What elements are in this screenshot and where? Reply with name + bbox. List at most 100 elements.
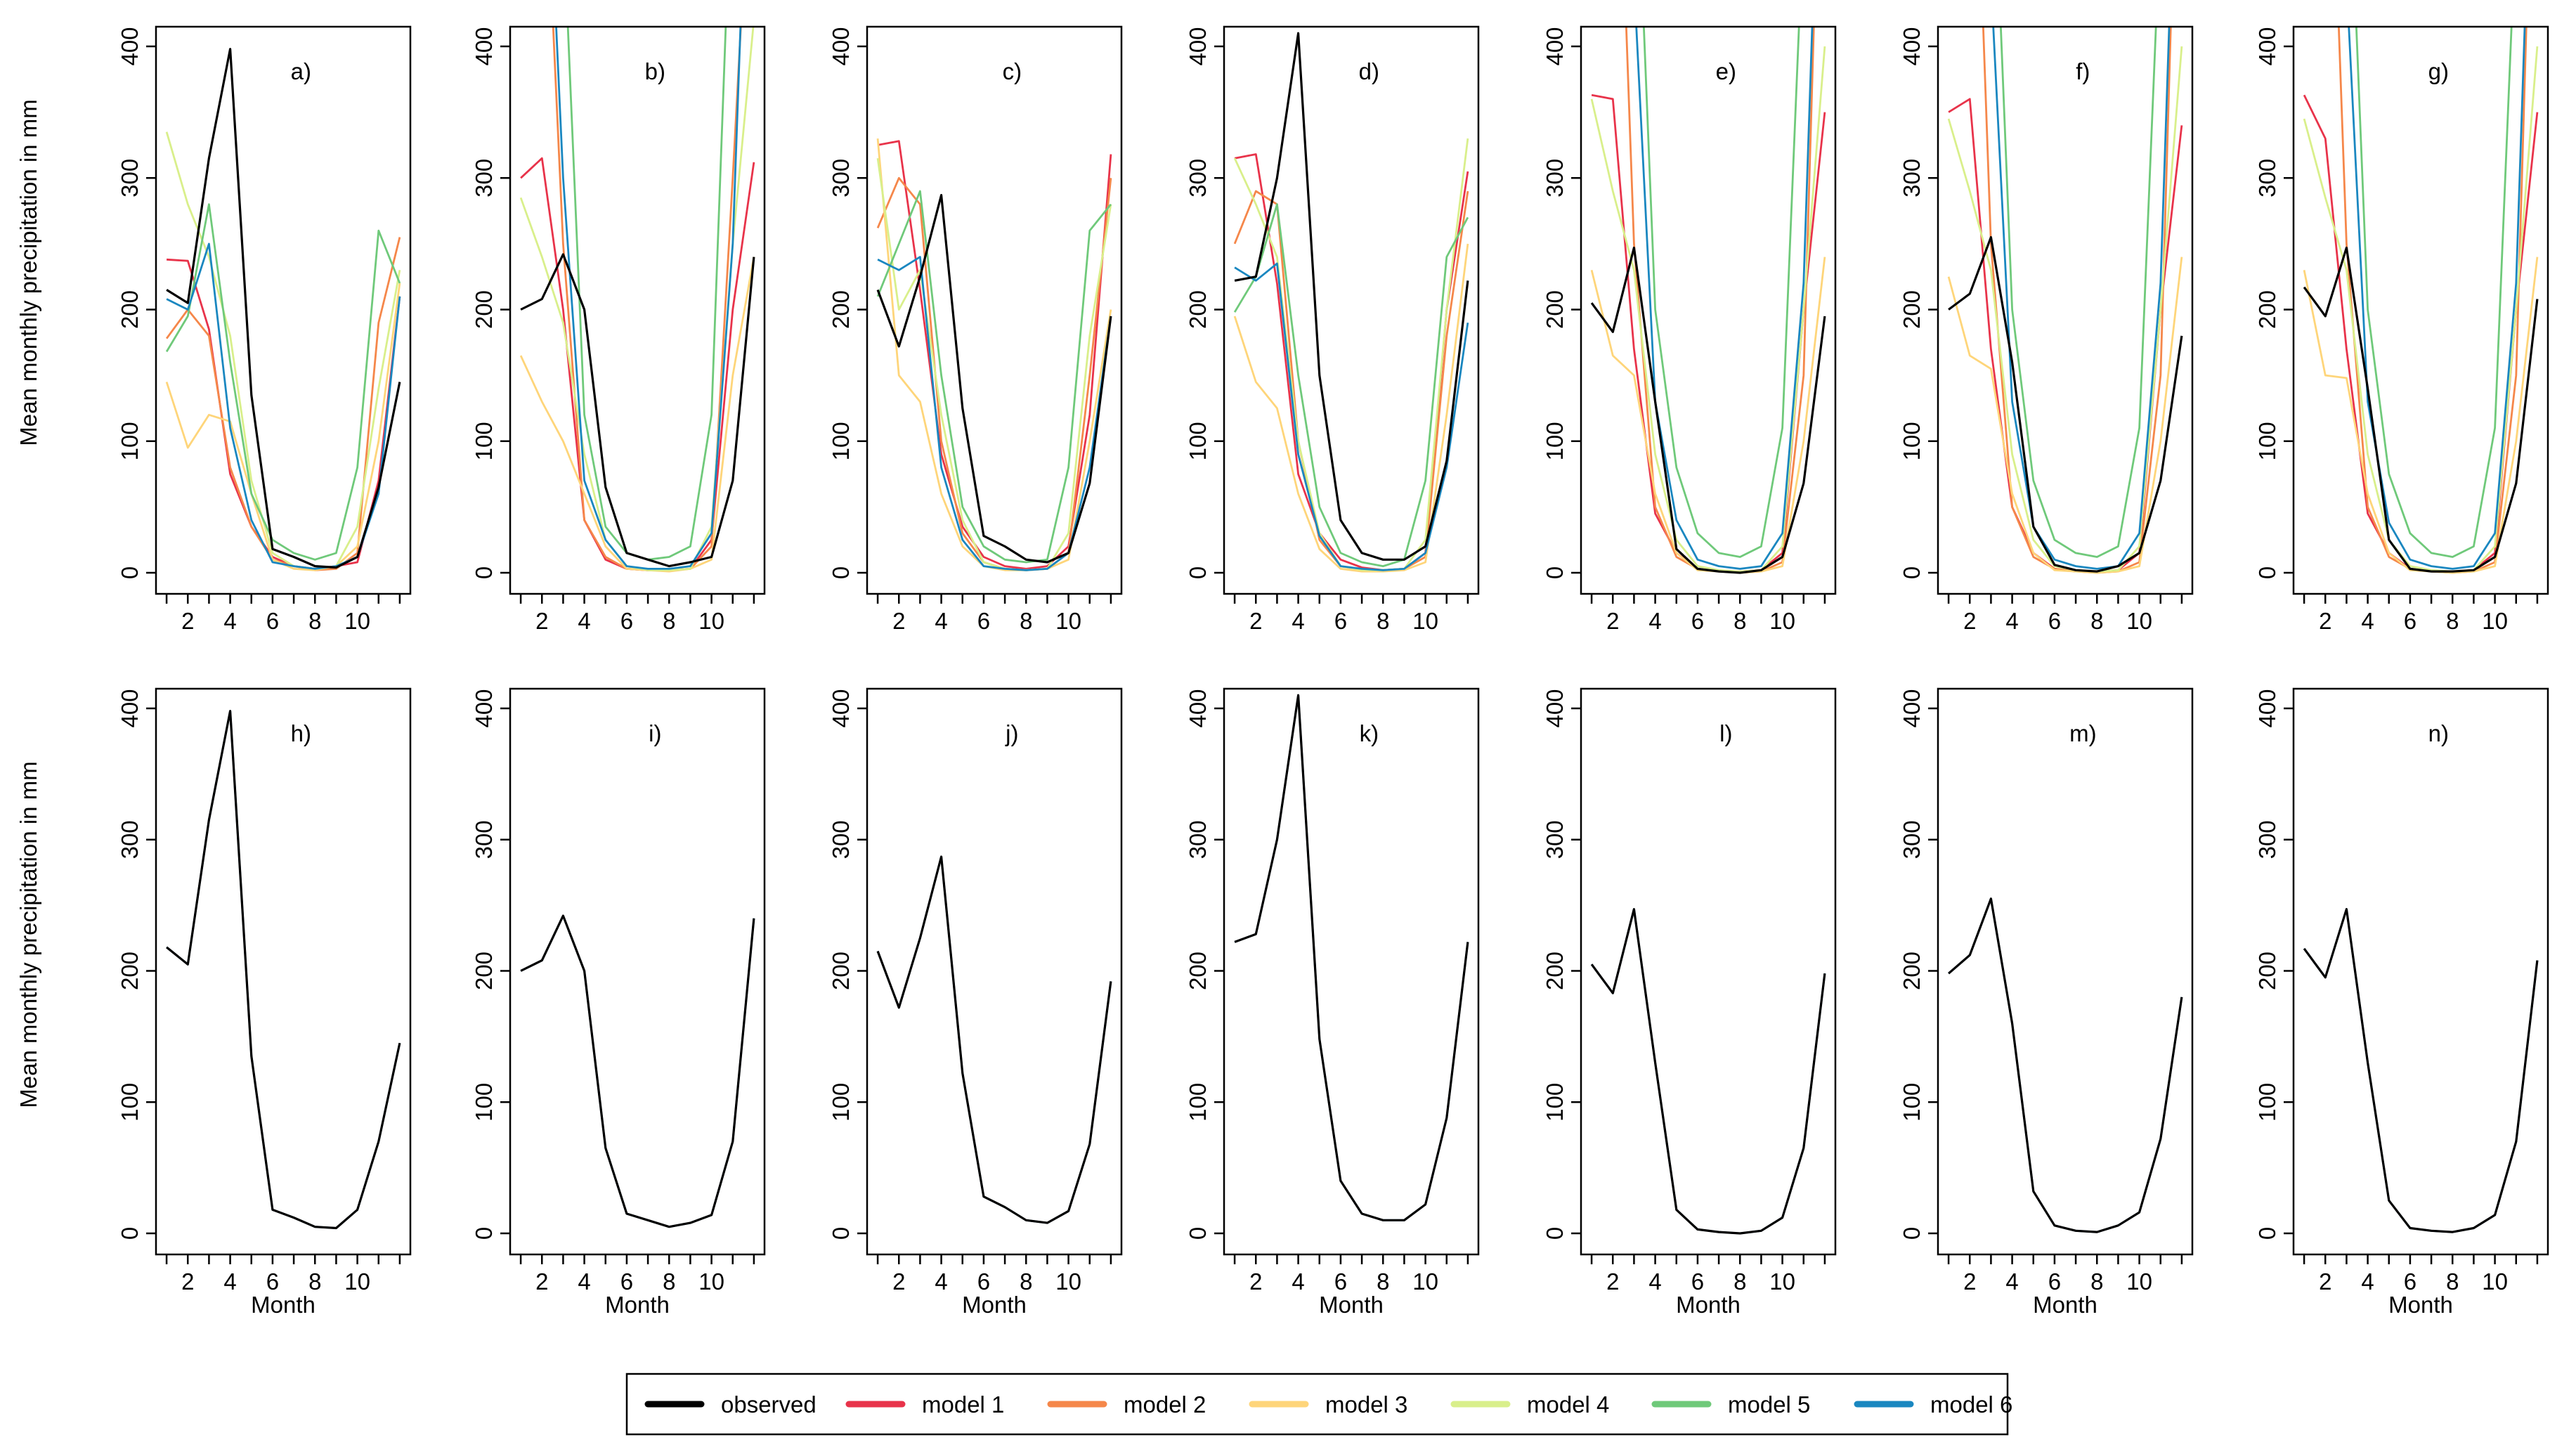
x-tick-label: 4 [2361, 1268, 2374, 1294]
x-tick-label: 4 [2005, 1268, 2018, 1294]
series-line-model-6 [1992, 27, 2171, 570]
series-group [1590, 27, 1826, 574]
y-tick-label: 300 [1899, 159, 1925, 197]
panel-label: c) [1003, 58, 1022, 84]
y-tick-label: 400 [471, 689, 497, 727]
x-tick-label: 8 [1733, 608, 1746, 634]
panel-label: j) [1005, 720, 1018, 746]
x-tick-label: 8 [1733, 1268, 1746, 1294]
legend-item-model-3: model 3 [1249, 1391, 1407, 1417]
x-tick-label: 4 [1292, 608, 1304, 634]
series-line-model-4 [876, 158, 1112, 571]
y-tick-label: 100 [1542, 422, 1568, 460]
series-line-model-3 [1947, 257, 2183, 574]
panel-m: 0 100 200 300 400 2 4 6 8 10 m) Month [1899, 687, 2194, 1318]
x-tick-label: 10 [2482, 608, 2508, 634]
x-tick-label: 8 [2090, 1268, 2103, 1294]
legend-item-model-2: model 2 [1047, 1391, 1206, 1417]
x-axis-label: Month [1319, 1292, 1384, 1318]
x-tick-label: 10 [1055, 608, 1081, 634]
y-tick-label: 0 [828, 566, 854, 579]
x-tick-label: 4 [578, 608, 590, 634]
y-tick-label: 200 [471, 290, 497, 329]
x-tick-label: 10 [1412, 1268, 1438, 1294]
y-tick-label: 400 [1899, 27, 1925, 65]
legend-item-model-5: model 5 [1651, 1391, 1810, 1417]
x-tick-label: 6 [1334, 608, 1347, 634]
y-tick-label: 300 [1542, 159, 1568, 197]
y-tick-label: 400 [1899, 689, 1925, 727]
panel-label: a) [291, 58, 311, 84]
x-tick-label: 8 [1377, 608, 1389, 634]
y-tick-label: 400 [117, 689, 143, 727]
y-tick-label: 0 [117, 1227, 143, 1240]
x-tick-label: 6 [266, 608, 279, 634]
y-tick-label: 0 [828, 1227, 854, 1240]
y-tick-label: 200 [2254, 952, 2280, 990]
x-tick-label: 2 [1606, 608, 1619, 634]
panel-a: 0 100 200 300 400 2 4 6 8 10 a) [117, 25, 412, 634]
x-axis-label: Month [962, 1292, 1027, 1318]
series-group [520, 914, 755, 1228]
series-group [1234, 694, 1469, 1221]
y-tick-label: 400 [117, 27, 143, 65]
y-tick-label: 200 [117, 952, 143, 990]
panel-l: 0 100 200 300 400 2 4 6 8 10 l) Month [1542, 687, 1837, 1318]
y-tick-label: 300 [471, 159, 497, 197]
x-tick-label: 6 [620, 1268, 633, 1294]
y-tick-label: 200 [117, 290, 143, 329]
series-line-model-5 [876, 190, 1112, 564]
x-tick-label: 8 [308, 608, 321, 634]
x-tick-label: 4 [935, 608, 947, 634]
legend-label: model 1 [922, 1391, 1004, 1417]
y-tick-label: 100 [828, 422, 854, 460]
legend-label: model 2 [1124, 1391, 1206, 1417]
series-line-observed [876, 194, 1112, 564]
series-group [519, 27, 755, 573]
panel-label: m) [2069, 720, 2096, 746]
x-tick-label: 2 [2319, 608, 2331, 634]
y-axis-label-top: Mean monthly precipitation in mm [15, 99, 41, 446]
series-group [1590, 908, 1826, 1235]
y-tick-label: 0 [1899, 1227, 1925, 1240]
series-line-model-3 [519, 257, 755, 573]
series-line-model-6 [555, 27, 742, 570]
series-group [876, 855, 1112, 1224]
x-tick-label: 4 [1292, 1268, 1304, 1294]
x-tick-label: 4 [223, 608, 236, 634]
y-tick-label: 0 [1542, 566, 1568, 579]
series-group [1947, 27, 2183, 574]
series-line-model-5 [165, 203, 401, 561]
series-line-observed [1234, 32, 1469, 561]
x-tick-label: 2 [181, 608, 194, 634]
legend-label: model 3 [1325, 1391, 1407, 1417]
x-tick-label: 8 [2090, 608, 2103, 634]
series-group [165, 48, 401, 571]
panel-n: 0 100 200 300 400 2 4 6 8 10 n) Month [2254, 687, 2549, 1318]
panel-f: 0 100 200 300 400 2 4 6 8 10 f) [1899, 25, 2194, 634]
series-line-observed [166, 710, 401, 1230]
panel-d: 0 100 200 300 400 2 4 6 8 10 d) [1185, 25, 1480, 634]
x-tick-label: 10 [698, 608, 724, 634]
series-line-model-5 [1642, 27, 1800, 558]
x-tick-label: 10 [2126, 1268, 2152, 1294]
y-tick-label: 200 [1899, 290, 1925, 329]
panel-k: 0 100 200 300 400 2 4 6 8 10 k) Month [1185, 687, 1480, 1318]
series-line-model-5 [2355, 27, 2513, 558]
legend-item-model-1: model 1 [845, 1391, 1004, 1417]
y-tick-label: 100 [2254, 1083, 2280, 1122]
series-line-observed [1234, 694, 1469, 1221]
y-tick-label: 0 [1185, 1227, 1211, 1240]
x-tick-label: 4 [1648, 1268, 1661, 1294]
y-tick-label: 400 [828, 689, 854, 727]
x-tick-label: 8 [663, 608, 675, 634]
panel-label: l) [1719, 720, 1732, 746]
x-tick-label: 10 [2482, 1268, 2508, 1294]
y-tick-label: 200 [1542, 952, 1568, 990]
y-tick-label: 200 [1185, 290, 1211, 329]
y-tick-label: 300 [471, 820, 497, 859]
y-tick-label: 200 [828, 952, 854, 990]
series-group [1948, 897, 2183, 1233]
y-tick-label: 300 [117, 820, 143, 859]
y-tick-label: 0 [117, 566, 143, 579]
